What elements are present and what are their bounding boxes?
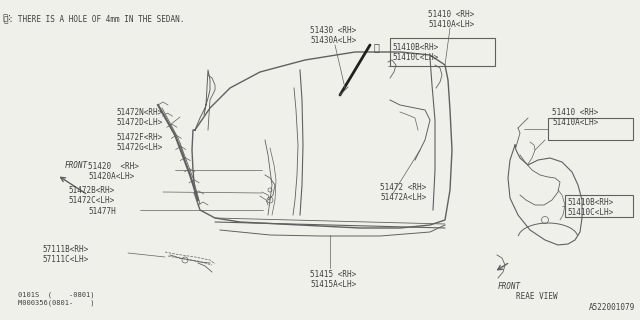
Text: A522001079: A522001079 — [589, 303, 635, 312]
Text: FRONT: FRONT — [65, 161, 88, 170]
Text: 51472N<RH>
51472D<LH>: 51472N<RH> 51472D<LH> — [116, 108, 163, 127]
Text: 57111B<RH>
57111C<LH>: 57111B<RH> 57111C<LH> — [42, 245, 88, 264]
Text: 51410 <RH>
51410A<LH>: 51410 <RH> 51410A<LH> — [552, 108, 598, 127]
Text: 51430 <RH>
51430A<LH>: 51430 <RH> 51430A<LH> — [310, 26, 356, 45]
Text: ※: ※ — [373, 42, 379, 52]
Text: 51472B<RH>
51472C<LH>: 51472B<RH> 51472C<LH> — [68, 186, 115, 205]
Text: 51420  <RH>
51420A<LH>: 51420 <RH> 51420A<LH> — [88, 162, 139, 181]
Text: ※: THERE IS A HOLE OF 4mm IN THE SEDAN.: ※: THERE IS A HOLE OF 4mm IN THE SEDAN. — [4, 14, 184, 23]
Text: 51410B<RH>
51410C<LH>: 51410B<RH> 51410C<LH> — [567, 198, 613, 217]
Text: 0101S  (    -0801)
M000356(0801-    ): 0101S ( -0801) M000356(0801- ) — [18, 292, 95, 306]
Text: 51477H: 51477H — [88, 207, 116, 216]
Text: 51415 <RH>
51415A<LH>: 51415 <RH> 51415A<LH> — [310, 270, 356, 289]
Text: 51410 <RH>
51410A<LH>: 51410 <RH> 51410A<LH> — [428, 10, 474, 29]
Bar — [548, 118, 633, 140]
Text: 51472 <RH>
51472A<LH>: 51472 <RH> 51472A<LH> — [380, 183, 426, 203]
Text: 51410B<RH>
51410C<LH>: 51410B<RH> 51410C<LH> — [392, 43, 438, 62]
Text: 51472F<RH>
51472G<LH>: 51472F<RH> 51472G<LH> — [116, 133, 163, 152]
Text: FRONT: FRONT — [498, 282, 521, 291]
Bar — [390, 38, 495, 66]
Bar — [565, 195, 633, 217]
Text: REAE VIEW: REAE VIEW — [516, 292, 557, 301]
Text: ※:: ※: — [3, 13, 13, 22]
